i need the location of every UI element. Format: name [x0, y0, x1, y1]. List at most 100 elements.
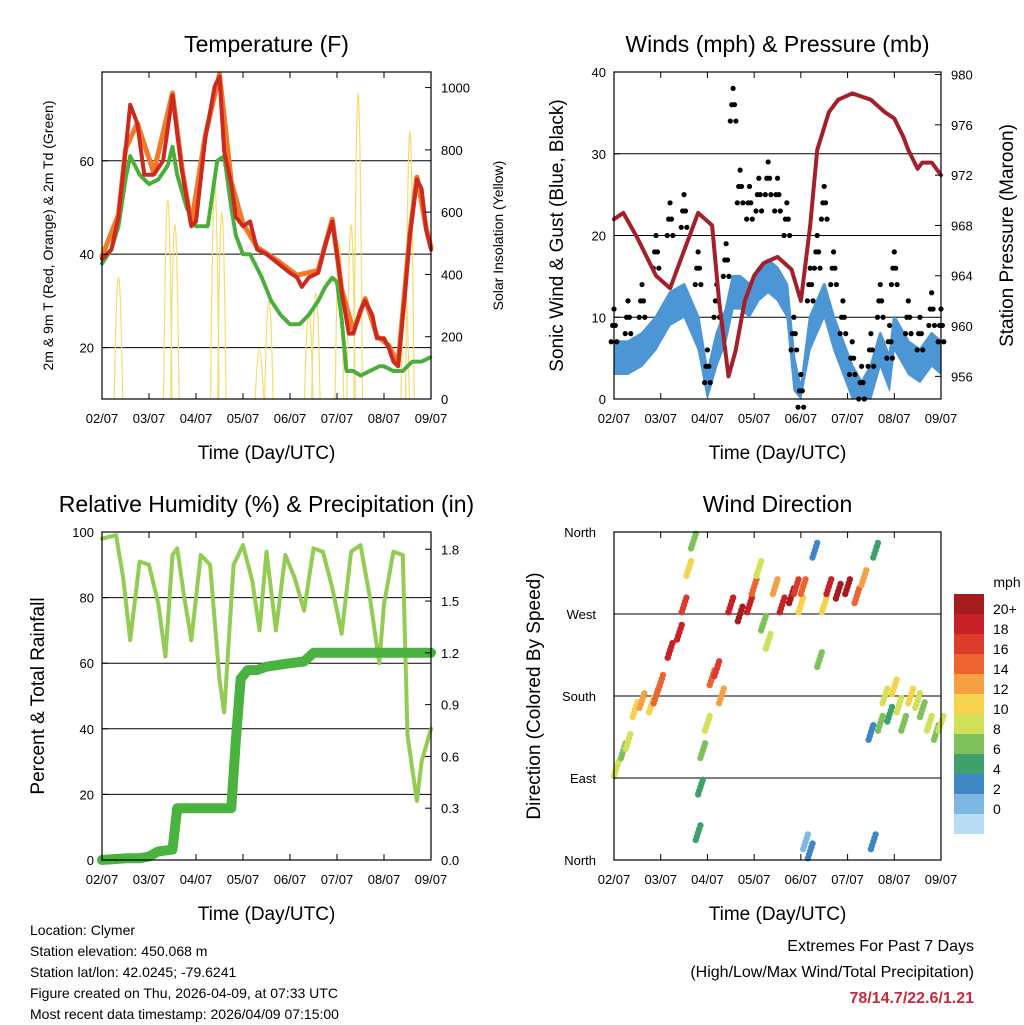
legend-label: 14 — [993, 661, 1009, 677]
x-tick-label: 07/07 — [321, 411, 354, 426]
gust-point — [698, 281, 704, 288]
gust-point — [902, 331, 909, 337]
gust-point — [833, 281, 839, 288]
wind-direction-point — [720, 685, 727, 692]
x-tick-label: 09/07 — [925, 872, 958, 887]
gust-point — [917, 314, 923, 320]
gust-point — [668, 216, 675, 222]
legend-label: 12 — [993, 681, 1009, 697]
x-tick-label: 07/07 — [321, 872, 354, 887]
gust-point — [869, 347, 875, 353]
plot-border — [101, 71, 432, 400]
gust-point — [843, 331, 849, 337]
x-tick-label: 05/07 — [738, 411, 771, 426]
gust-point — [681, 192, 687, 198]
x-tick-label: 03/07 — [644, 411, 677, 426]
gust-point — [642, 314, 648, 320]
gust-point — [852, 371, 858, 378]
extremes-title: Extremes For Past 7 Days — [787, 938, 974, 955]
gust-point — [801, 404, 807, 410]
wind-direction-point — [818, 649, 826, 656]
gust-point — [781, 232, 787, 239]
gust-point — [759, 208, 765, 214]
gust-point — [774, 175, 781, 181]
gust-point — [622, 331, 628, 337]
gust-point — [810, 298, 816, 304]
gust-point — [841, 314, 847, 320]
gust-point — [791, 314, 797, 320]
extremes-subtitle: (High/Low/Max Wind/Total Precipitation) — [690, 964, 974, 981]
gust-point — [929, 290, 935, 296]
x-tick-label: 03/07 — [133, 872, 166, 887]
wind-direction-point — [739, 603, 746, 610]
gust-point — [931, 322, 938, 329]
temperature-title: Temperature (F) — [184, 31, 349, 57]
wind-direction-point — [837, 580, 844, 588]
y2-tick-label: 980 — [951, 68, 973, 83]
legend-swatch — [954, 674, 984, 694]
x-tick-label: 02/07 — [86, 411, 119, 426]
wind-direction-title: Wind Direction — [703, 491, 853, 517]
direction-tick-label: West — [567, 607, 597, 622]
y2-tick-label: 972 — [951, 168, 973, 183]
y2-tick-label: 0.9 — [441, 698, 459, 713]
legend-swatch — [954, 594, 984, 614]
gust-point — [814, 232, 820, 239]
legend-swatch — [954, 634, 984, 654]
solar-insolation-peak — [311, 292, 321, 400]
gust-point — [795, 404, 801, 410]
gust-point — [788, 347, 794, 353]
wind-direction-point — [870, 721, 877, 729]
gust-point — [818, 216, 825, 222]
sonic-wind-line — [612, 258, 943, 393]
wind-direction-point — [828, 576, 835, 583]
gust-point — [851, 355, 857, 361]
gust-point — [626, 314, 633, 320]
direction-tick-label: South — [562, 689, 596, 704]
legend-title: mph — [993, 574, 1020, 590]
legend-swatch — [954, 614, 984, 634]
wind-direction-point — [902, 712, 910, 720]
gust-point — [804, 298, 810, 304]
gust-point — [724, 257, 731, 263]
gust-point — [733, 118, 739, 124]
gust-point — [757, 192, 763, 198]
y2-tick-label: 800 — [441, 143, 463, 158]
relative-humidity-line — [100, 533, 433, 803]
wind-direction-point — [687, 557, 695, 565]
direction-tick-label: North — [564, 525, 596, 540]
wind-direction-point — [683, 594, 690, 601]
gust-point — [840, 298, 846, 304]
y-tick-label: 20 — [80, 341, 94, 356]
legend-label: 8 — [993, 721, 1001, 737]
gust-point — [784, 200, 790, 206]
winds-pressure-xlabel: Time (Day/UTC) — [709, 443, 847, 464]
gust-point — [737, 167, 743, 173]
temperature-xlabel: Time (Day/UTC) — [198, 443, 336, 464]
gust-point — [726, 273, 732, 279]
gust-point — [756, 175, 762, 181]
x-tick-label: 04/07 — [691, 872, 724, 887]
gust-point — [865, 363, 871, 369]
gust-point — [794, 347, 800, 353]
gust-point — [888, 281, 895, 288]
gust-point — [765, 159, 771, 165]
wind-direction-point — [872, 831, 879, 838]
wind-direction-point — [774, 576, 781, 583]
y-tick-label: 40 — [80, 247, 94, 262]
gust-point — [695, 249, 701, 255]
gust-point — [723, 241, 729, 247]
x-tick-label: 06/07 — [785, 411, 818, 426]
x-tick-label: 07/07 — [831, 411, 864, 426]
x-tick-label: 09/07 — [415, 411, 448, 426]
gust-point — [828, 281, 834, 288]
x-tick-label: 08/07 — [878, 411, 911, 426]
y2-tick-label: 956 — [951, 369, 973, 384]
gust-point — [935, 339, 941, 345]
wind-direction-point — [898, 694, 905, 702]
gust-point — [738, 183, 745, 190]
temperature-ylabel-left: 2m & 9m T (Red, Orange) & 2m Td (Green) — [40, 101, 56, 371]
gust-point — [746, 183, 753, 190]
wind-direction-point — [802, 576, 809, 583]
winds-ylabel-right: Station Pressure (Maroon) — [997, 124, 1018, 347]
